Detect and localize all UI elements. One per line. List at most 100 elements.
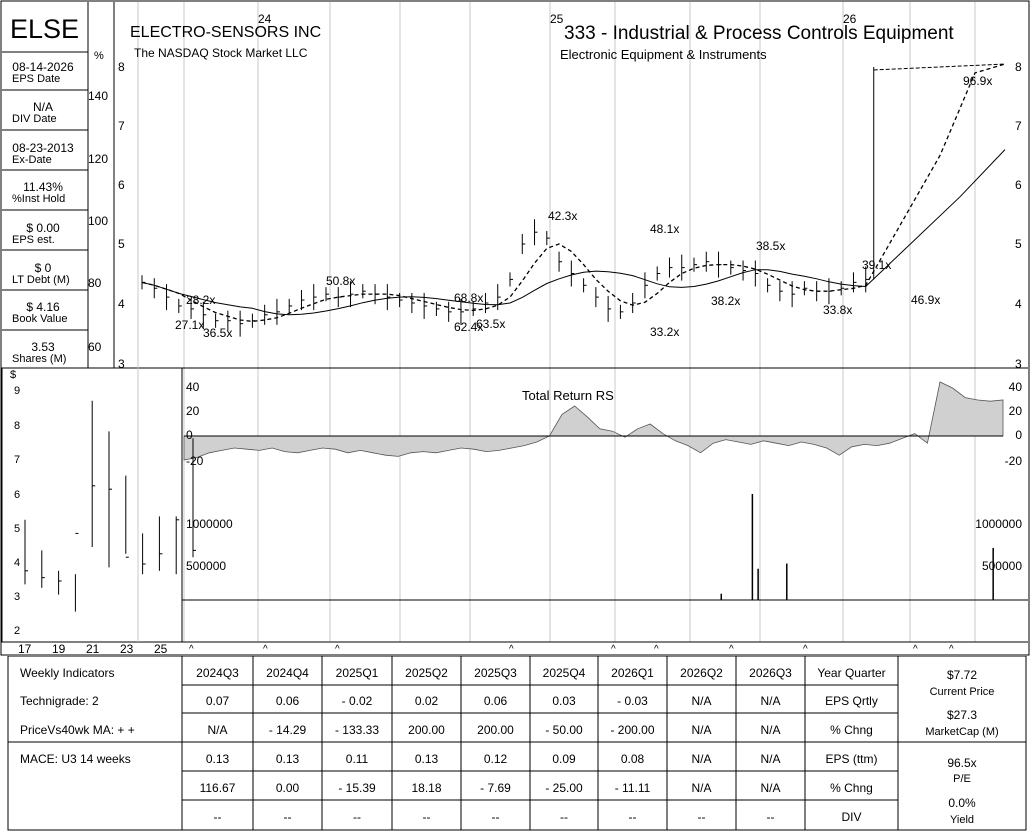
- table-cell: 0.00: [275, 781, 300, 795]
- table-cell: 0.09: [552, 752, 576, 766]
- price-tick-left: 7: [118, 119, 125, 133]
- rs-tick-right: 0: [1015, 428, 1022, 442]
- sidebar-value: 11.43%: [23, 180, 63, 194]
- table-cell: 0.02: [414, 694, 439, 708]
- table-cell: - 25.00: [545, 781, 583, 795]
- table-cell: 0.13: [275, 752, 300, 766]
- rs-tick-left: -20: [186, 454, 204, 468]
- pct-tick: 120: [88, 152, 109, 166]
- rs-tick-right: -20: [1004, 454, 1022, 468]
- pe-annotation: 38.5x: [756, 239, 786, 253]
- ticker-symbol: ELSE: [10, 14, 80, 44]
- table-cell: - 11.11: [614, 781, 651, 795]
- table-cell: - 0.02: [341, 694, 373, 708]
- table-cell: 0.08: [620, 752, 645, 766]
- table-row-label: PriceVs40wk MA: + +: [20, 723, 135, 737]
- inset-y-tick: 4: [14, 557, 21, 569]
- sidebar-value: $ 0: [34, 261, 52, 275]
- pct-tick: 140: [88, 89, 109, 103]
- sidebar-value: 3.53: [31, 340, 55, 354]
- sidebar-label: LT Debt (M): [12, 274, 70, 286]
- pe-annotation: 33.8x: [823, 303, 853, 317]
- rs-area-fill: [183, 381, 1004, 461]
- table-cell: 2026Q2: [680, 666, 723, 680]
- table-cell: N/A: [760, 781, 781, 795]
- table-cell: - 7.69: [480, 781, 511, 795]
- table-cell: N/A: [207, 723, 228, 737]
- pe-annotation: 28.2x: [186, 293, 216, 307]
- sidebar-label: %Inst Hold: [12, 193, 66, 205]
- ma10-line: [141, 63, 1006, 323]
- year-marker: 25: [550, 12, 564, 26]
- table-cell: 2024Q4: [266, 666, 309, 680]
- table-cell: N/A: [691, 781, 712, 795]
- inset-y-tick: 8: [14, 420, 21, 432]
- sidebar-value: $ 4.16: [26, 300, 60, 314]
- inset-y-tick: 5: [14, 523, 21, 535]
- pe-annotation: 50.8x: [326, 274, 356, 288]
- price-tick-right: 5: [1015, 237, 1022, 251]
- pe-annotation: 36.5x: [203, 326, 233, 340]
- yield-label: Yield: [949, 814, 975, 826]
- caret-marker: ^: [654, 644, 659, 655]
- inset-y-tick: 7: [14, 454, 21, 466]
- table-row-name: DIV: [841, 810, 862, 824]
- caret-marker: ^: [729, 644, 734, 655]
- table-cell: 2025Q4: [542, 666, 586, 680]
- industry-title: 333 - Industrial & Process Controls Equi…: [564, 23, 954, 44]
- pe-ratio: 96.5x: [947, 756, 977, 770]
- inset-x-tick: 21: [86, 642, 100, 656]
- table-cell: 0.13: [205, 752, 230, 766]
- sidebar-value: 08-23-2013: [12, 141, 74, 155]
- vol-tick-left: 500000: [186, 559, 227, 573]
- table-row-name: % Chng: [830, 723, 873, 737]
- chart-canvas: ^ ^ ^ ^ ^ ^ ^ ^ ^ ^: [0, 0, 1030, 656]
- price-tick-left: 4: [118, 297, 125, 311]
- price-tick-right: 4: [1015, 297, 1022, 311]
- inset-y-tick: 9: [14, 385, 21, 397]
- inset-x-tick: 19: [52, 642, 66, 656]
- sidebar-label: Ex-Date: [12, 154, 52, 166]
- table-cell: - 200.00: [610, 723, 655, 737]
- caret-marker: ^: [509, 644, 514, 655]
- table-cell: 200.00: [477, 723, 514, 737]
- table-cell: 0.07: [205, 694, 230, 708]
- exchange-name: The NASDAQ Stock Market LLC: [134, 46, 308, 60]
- table-cell: - 50.00: [545, 723, 583, 737]
- table-cell: N/A: [760, 752, 781, 766]
- table-cell: --: [283, 810, 292, 824]
- rs-tick-left: 40: [186, 380, 200, 394]
- pe-annotation: 27.1x: [175, 318, 205, 332]
- caret-marker: ^: [189, 644, 194, 655]
- pe-annotation: 38.2x: [711, 294, 741, 308]
- table-row-name: EPS (ttm): [825, 752, 878, 766]
- inset-y-tick: 3: [14, 591, 21, 603]
- price-tick-left: 8: [118, 60, 125, 74]
- caret-marker: ^: [913, 644, 918, 655]
- table-row-label: Weekly Indicators: [20, 666, 115, 680]
- table-cell: N/A: [691, 723, 712, 737]
- rs-tick-right: 20: [1008, 404, 1022, 418]
- inset-bars: [24, 400, 196, 612]
- sidebar-label: Shares (M): [12, 353, 67, 365]
- current-price-label: Current Price: [929, 686, 995, 698]
- price-bar-post-gap: [873, 63, 1006, 71]
- table-cell: - 133.33: [334, 723, 380, 737]
- price-tick-right: 7: [1015, 119, 1022, 133]
- rs-tick-left: 20: [186, 404, 200, 418]
- year-marker: 24: [258, 12, 272, 26]
- pe-annotation: 42.3x: [548, 209, 578, 223]
- caret-marker: ^: [949, 644, 954, 655]
- pct-tick: 80: [88, 276, 102, 290]
- table-cell: 2026Q1: [611, 666, 654, 680]
- table-cell: --: [766, 810, 775, 824]
- inset-y-tick: 2: [14, 625, 21, 637]
- table-cell: 2024Q3: [196, 666, 239, 680]
- industry-sub: Electronic Equipment & Instruments: [560, 47, 767, 62]
- rs-tick-left: 0: [186, 428, 193, 442]
- price-tick-right: 6: [1015, 178, 1022, 192]
- pe-annotation: 96.9x: [963, 74, 993, 88]
- table-cell: N/A: [691, 694, 712, 708]
- vol-tick-left: 1000000: [186, 517, 233, 531]
- table-cell: 116.67: [199, 781, 236, 795]
